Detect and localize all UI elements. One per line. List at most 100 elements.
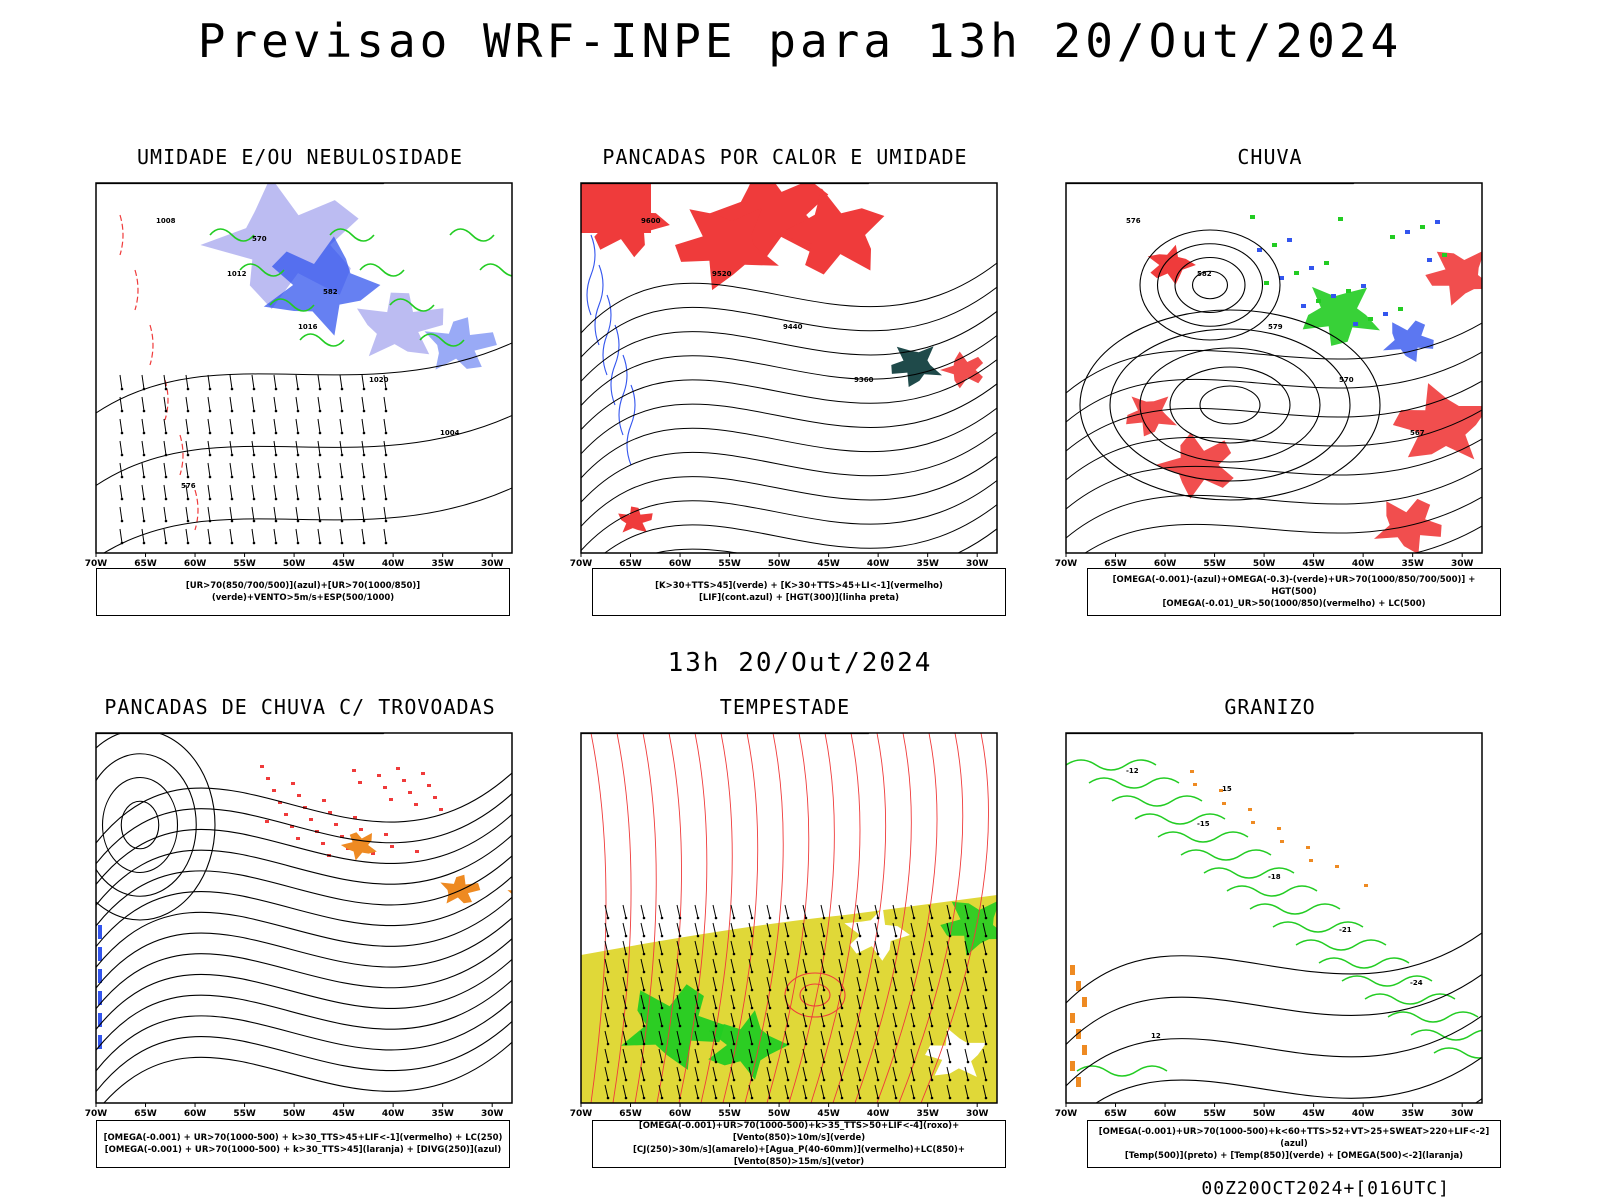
storm-speckle — [408, 791, 412, 794]
lon-label: 30W — [1451, 1109, 1474, 1119]
wind-vector — [892, 940, 897, 955]
wind-vector — [964, 1084, 969, 1099]
wind-vector — [910, 1012, 915, 1027]
wind-vector — [622, 1030, 627, 1045]
wind-vector — [946, 1066, 951, 1081]
wind-vector — [766, 1066, 771, 1081]
legend-line: [OMEGA(-0.001)-(azul)+OMEGA(-0.3)-(verde… — [1112, 575, 1476, 597]
wind-vector — [730, 1030, 735, 1045]
wind-vector-head — [912, 970, 916, 974]
wind-vector-head — [606, 916, 610, 920]
legend-line: [OMEGA(-0.001) + UR>70(1000-500) + k>30_… — [103, 1133, 503, 1143]
wind-vector — [604, 1030, 609, 1045]
wind-vector — [964, 1048, 969, 1063]
map-svg: -12-15-18-21-24121512S15S18S21S24S27S30S… — [1055, 732, 1483, 1119]
lon-label: 45W — [332, 559, 355, 569]
wind-vector — [946, 958, 951, 973]
wind-vector — [874, 1030, 879, 1045]
lon-label: 70W — [85, 559, 108, 569]
country-border — [126, 725, 215, 727]
contour-label: 567 — [1410, 429, 1425, 437]
wind-vector-head — [678, 1096, 682, 1100]
wind-vector — [712, 976, 717, 991]
wind-vector-head — [966, 988, 970, 992]
wind-vector-head — [804, 934, 808, 938]
temp850-contour — [1433, 1047, 1482, 1059]
wind-vector-head — [786, 1006, 790, 1010]
wind-vector — [317, 440, 321, 456]
wind-vector-head — [822, 1024, 826, 1028]
rain-speckle — [1331, 294, 1336, 298]
wind-vector-head — [768, 1024, 772, 1028]
wind-vector-head — [840, 1006, 844, 1010]
precipitable-water-contour — [876, 733, 938, 1103]
map-svg: 57658257957056712S15S18S21S24S27S30S33S3… — [1055, 182, 1483, 569]
wind-vector — [622, 958, 627, 973]
precipitable-water-contour — [810, 733, 861, 1103]
wind-vector-head — [966, 970, 970, 974]
wind-vector — [604, 1048, 609, 1063]
wind-vector-head — [296, 453, 300, 457]
lon-label: 50W — [1253, 559, 1276, 569]
temp850-contour — [1272, 921, 1364, 933]
wind-vector-head — [318, 431, 322, 435]
map-layer — [581, 733, 997, 1103]
wind-vector-head — [948, 1096, 952, 1100]
wind-vector-head — [822, 970, 826, 974]
contour-label: 576 — [1126, 217, 1141, 225]
wind-vector-head — [966, 1060, 970, 1064]
wind-vector-head — [642, 934, 646, 938]
wind-vector-head — [142, 541, 146, 545]
wind-vector — [712, 958, 717, 973]
wind-vector-head — [930, 1060, 934, 1064]
wind-vector — [317, 462, 321, 478]
contour-label: 1020 — [369, 376, 389, 384]
wind-vector — [856, 940, 861, 955]
wind-vector-head — [750, 988, 754, 992]
precipitable-water-contour — [832, 733, 887, 1103]
wind-vector-head — [186, 519, 190, 523]
wind-vector-head — [858, 1024, 862, 1028]
wind-vector — [622, 1066, 627, 1081]
wind-vector-head — [642, 916, 646, 920]
panel-title: PANCADAS DE CHUVA C/ TROVOADAS — [104, 695, 496, 719]
wind-vector-head — [858, 934, 862, 938]
geopotential-ring — [1199, 385, 1261, 425]
wind-vector-head — [624, 970, 628, 974]
wind-vector — [295, 462, 299, 478]
lifted-index-contour — [602, 294, 612, 376]
rain-speckle — [1309, 266, 1314, 270]
wind-vector-head — [660, 1060, 664, 1064]
wind-vector-head — [678, 1060, 682, 1064]
wind-vector-head — [642, 1096, 646, 1100]
height-contour — [581, 480, 997, 551]
wind-vector-head — [948, 1024, 952, 1028]
lon-label: 35W — [1401, 1109, 1424, 1119]
contour-label: 570 — [1339, 376, 1354, 384]
wind-vector-head — [966, 934, 970, 938]
wind-vector-head — [186, 453, 190, 457]
lon-label: 65W — [619, 559, 642, 569]
wind-vector — [982, 994, 987, 1009]
wind-vector-head — [660, 988, 664, 992]
wind-vector — [604, 976, 609, 991]
storm-speckle — [390, 845, 394, 848]
wind-vector-head — [696, 1060, 700, 1064]
wind-vector-head — [696, 952, 700, 956]
wind-vector — [119, 462, 123, 478]
streamline — [96, 896, 512, 968]
wind-vector — [928, 1084, 933, 1099]
wind-vector — [802, 1066, 807, 1081]
wind-vector — [141, 528, 145, 544]
storm-orange-area — [440, 874, 481, 904]
wind-vector-head — [930, 970, 934, 974]
wind-vector-head — [678, 1006, 682, 1010]
wind-vector — [207, 528, 211, 544]
wind-vector-head — [318, 475, 322, 479]
wind-vector-head — [804, 952, 808, 956]
omega-speckle — [1364, 884, 1368, 887]
wind-vector — [694, 1084, 699, 1099]
wind-vector-head — [768, 1060, 772, 1064]
contour-label: 9360 — [854, 376, 874, 384]
wind-vector — [163, 440, 167, 456]
